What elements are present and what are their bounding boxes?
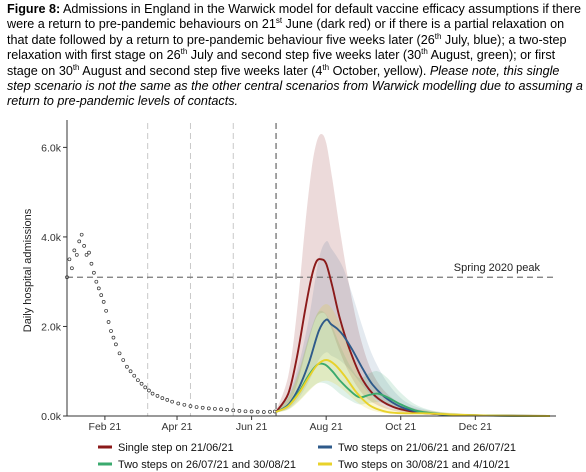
observed-point	[109, 329, 113, 333]
observed-point	[106, 320, 111, 324]
observed-point	[70, 266, 74, 271]
observed-point	[139, 381, 144, 386]
observed-point	[87, 250, 91, 255]
y-tick-label: 0.0k	[41, 411, 62, 423]
observed-point	[128, 369, 133, 374]
observed-point	[160, 396, 165, 400]
observed-point	[114, 342, 118, 347]
y-axis-title: Daily hospital admissions	[22, 208, 34, 332]
observed-point	[74, 252, 79, 257]
observed-point	[225, 407, 229, 412]
legend-label-1: Single step on 21/06/21	[118, 442, 234, 454]
observed-point	[111, 335, 116, 340]
observed-point	[117, 351, 122, 356]
y-tick-label: 6.0k	[41, 142, 62, 154]
caption-superscript: th	[322, 62, 330, 72]
caption-text: August and second step five weeks later …	[79, 63, 323, 78]
observed-point	[84, 252, 89, 257]
observed-point	[255, 409, 260, 414]
observed-point	[176, 401, 181, 406]
observed-point	[155, 394, 160, 398]
observed-point	[188, 404, 193, 409]
observed-point	[213, 406, 217, 411]
observed-point	[165, 398, 170, 402]
caption-superscript: th	[421, 47, 428, 57]
band-3	[276, 310, 550, 416]
band-1	[276, 134, 550, 416]
observed-point	[136, 378, 140, 383]
caption-superscript: th	[72, 62, 80, 72]
observed-point	[101, 299, 106, 304]
spring-peak-label: Spring 2020 peak	[454, 262, 541, 274]
observed-point	[125, 364, 129, 369]
observed-point	[104, 308, 108, 313]
caption-text: July and second step five weeks later (3…	[187, 48, 422, 63]
x-tick-label: Apr 21	[162, 421, 193, 433]
observed-point	[249, 409, 254, 414]
observed-point	[206, 406, 211, 411]
observed-point	[72, 248, 77, 253]
legend-label-3: Two steps on 26/07/21 and 30/08/21	[118, 459, 296, 471]
band-4	[276, 304, 550, 416]
caption-superscript: st	[275, 16, 283, 26]
caption-superscript: th	[180, 47, 188, 57]
x-tick-label: Jun 21	[236, 421, 268, 433]
caption-text: June (dark red) or if there is a partial…	[7, 17, 565, 47]
figure-caption: Figure 8: Admissions in England in the W…	[7, 2, 583, 110]
series-line-3	[275, 362, 550, 417]
caption-text: August, green); or first stage on 30	[7, 48, 556, 78]
observed-point	[143, 385, 148, 390]
observed-point	[243, 409, 248, 414]
observed-point	[94, 279, 99, 284]
band-2	[276, 241, 550, 416]
observed-point	[194, 405, 199, 409]
scenario-lines	[275, 258, 550, 417]
observed-points	[65, 232, 277, 414]
figure-label: Figure 8:	[7, 2, 61, 16]
y-tick-label: 4.0k	[41, 232, 62, 244]
observed-point	[147, 388, 151, 393]
observed-point	[96, 286, 101, 291]
observed-point	[67, 257, 72, 262]
x-tick-label: Oct 21	[385, 421, 416, 433]
observed-point	[231, 408, 236, 413]
observed-point	[132, 373, 137, 378]
observed-point	[170, 399, 174, 404]
observed-point	[89, 261, 94, 266]
observed-point	[82, 244, 86, 248]
x-tick-label: Dec 21	[459, 421, 492, 433]
x-tick-label: Aug 21	[310, 421, 343, 433]
chart-axes: 0.0k 2.0k 4.0k 6.0k Feb 21 Apr 21 Jun 21 Aug 21…	[41, 120, 556, 433]
observed-point	[237, 409, 242, 413]
caption-text: Admissions in England in the Warwick mod…	[7, 2, 581, 32]
y-tick-label: 2.0k	[41, 321, 62, 333]
observed-point	[150, 391, 155, 396]
observed-point	[219, 407, 223, 412]
series-line-4	[275, 359, 550, 417]
observed-point	[268, 409, 272, 414]
observed-point	[77, 239, 82, 244]
observed-point	[79, 232, 84, 237]
chart-legend: Single step on 21/06/21 Two steps on 21/0…	[98, 442, 516, 471]
uncertainty-bands	[276, 134, 550, 416]
caption-note: Please note, this single step scenario i…	[7, 63, 583, 109]
caption-text: July, blue); a two-step relaxation with …	[7, 32, 567, 63]
caption-text: October, yellow).	[329, 63, 430, 78]
observed-point	[99, 293, 104, 297]
observed-point	[92, 270, 96, 275]
x-tick-label: Feb 21	[89, 421, 122, 433]
legend-label-2: Two steps on 21/06/21 and 26/07/21	[338, 442, 516, 454]
observed-point	[121, 358, 126, 362]
observed-point	[261, 410, 266, 414]
legend-label-4: Two steps on 30/08/21 and 4/10/21	[338, 459, 510, 471]
caption-superscript: th	[434, 31, 442, 41]
observed-point	[200, 405, 205, 410]
observed-point	[182, 402, 187, 407]
